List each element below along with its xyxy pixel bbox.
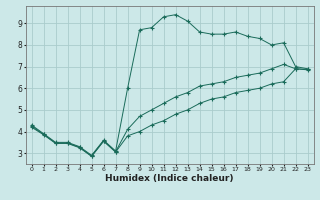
X-axis label: Humidex (Indice chaleur): Humidex (Indice chaleur) bbox=[105, 174, 234, 183]
